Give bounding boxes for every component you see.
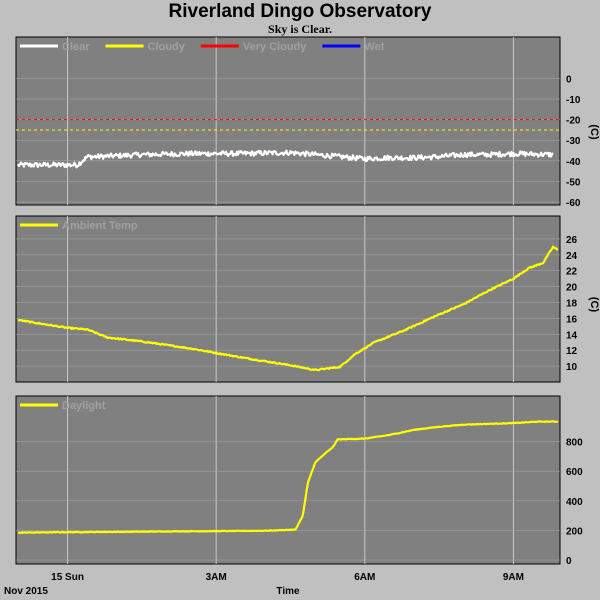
y-unit-label: (C): [588, 124, 600, 140]
y-tick-label: 10: [566, 362, 578, 373]
y-tick-label: 18: [566, 299, 578, 310]
y-tick-label: 600: [566, 467, 583, 478]
y-tick-label: -50: [566, 177, 581, 188]
legend-label: Clear: [62, 41, 90, 53]
y-tick-label: 24: [566, 251, 578, 262]
legend-label: Very Cloudy: [243, 41, 307, 53]
y-tick-label: -30: [566, 136, 581, 147]
y-tick-label: 26: [566, 235, 578, 246]
y-tick-label: 20: [566, 283, 578, 294]
y-tick-label: -20: [566, 116, 581, 127]
x-tick-label: 6AM: [354, 572, 375, 583]
y-tick-label: -10: [566, 95, 581, 106]
y-unit-label: (C): [588, 297, 600, 313]
y-tick-label: 400: [566, 497, 583, 508]
panel-daylight: 0 200 400 600 800 Daylight: [15, 395, 583, 567]
y-tick-label: 200: [566, 526, 583, 537]
y-tick-label: -60: [566, 198, 581, 209]
panel-ambient: 10 12 14 16 18 20 22 24 26 (C) Ambient Temp: [15, 215, 600, 383]
x-tick-label: 3AM: [206, 572, 227, 583]
series-line-daylight: [17, 420, 559, 534]
x-axis-label: Time: [276, 586, 300, 597]
y-tick-label: 16: [566, 314, 578, 325]
legend-label: Cloudy: [148, 41, 186, 53]
series-line-clear: [17, 149, 554, 169]
y-tick-label: 0: [566, 74, 572, 85]
y-tick-label: 800: [566, 438, 583, 449]
sky-status: Sky is Clear.: [268, 22, 332, 36]
chart-title: Riverland Dingo Observatory: [168, 1, 432, 22]
x-tick-label: 15 Sun: [51, 572, 84, 583]
series-line-ambient-temp: [17, 245, 559, 372]
y-tick-label: 0: [566, 556, 572, 567]
plot-area-ambient: [15, 215, 561, 383]
y-tick-label: 12: [566, 346, 578, 357]
y-tick-label: -40: [566, 157, 581, 168]
legend-label: Daylight: [62, 400, 106, 412]
y-tick-label: 22: [566, 267, 578, 278]
legend-label: Wet: [364, 41, 384, 53]
plot-area-daylight: [15, 395, 561, 565]
panel-sky: 0 -10 -20 -30 -40 -50 -60 (C) Clear Cloudy Very Cl…: [15, 36, 600, 209]
x-tick-label: 9AM: [503, 572, 524, 583]
x-axis-date-label: Nov 2015: [4, 586, 48, 597]
plot-area-sky: [15, 36, 561, 206]
legend-label: Ambient Temp: [62, 220, 138, 232]
y-tick-label: 14: [566, 330, 578, 341]
